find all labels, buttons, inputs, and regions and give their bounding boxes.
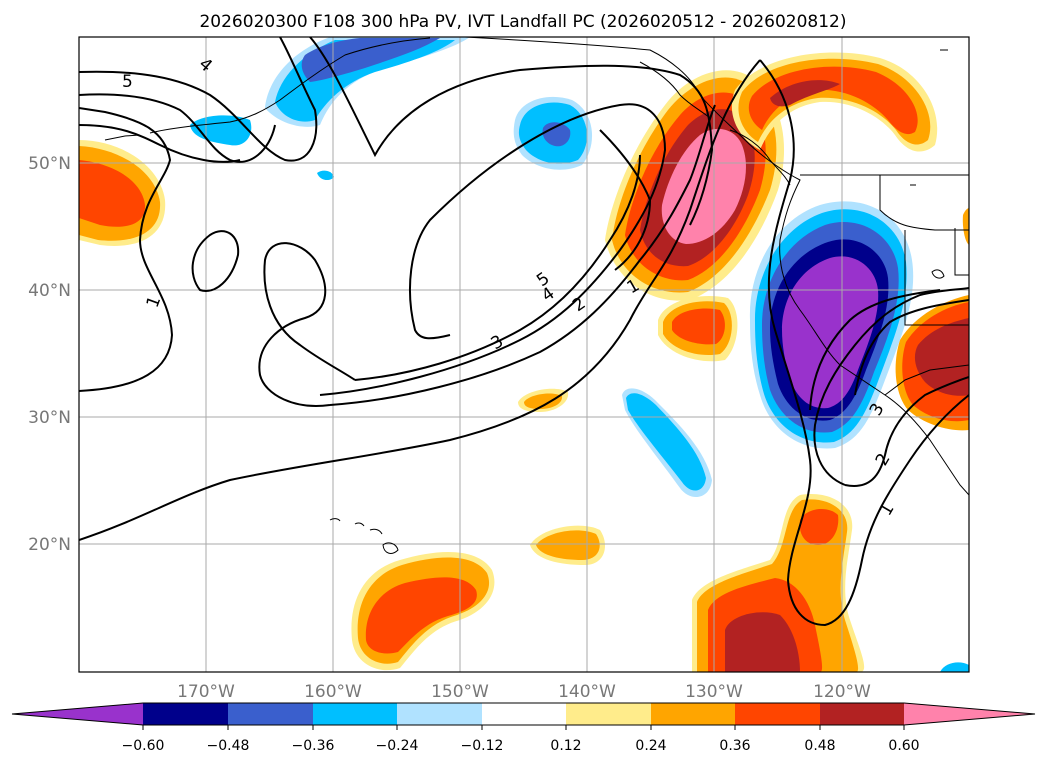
y-tick-label: 40°N (28, 281, 71, 301)
colorbar-extend-high (904, 703, 1035, 725)
pos-anomaly-offshore-036 (672, 308, 725, 345)
colorbar-bin (735, 703, 820, 725)
pos-anomaly-great-basin-048 (914, 318, 969, 396)
pos-anomaly-arc-048 (770, 80, 840, 107)
pos-anomaly-small-1-core (524, 393, 563, 409)
x-axis-labels: 170°W 160°W 150°W 140°W 130°W 120°W (177, 682, 871, 702)
neg-anomaly-north-inner (301, 38, 440, 82)
pos-anomaly-hawaii-036 (365, 577, 477, 654)
pos-anomaly-arc-036 (748, 66, 918, 135)
x-tick-label: 130°W (685, 682, 743, 702)
colorbar-bin (820, 703, 904, 725)
neg-anomaly-ca-core (782, 256, 879, 409)
coastlines (104, 37, 969, 496)
colorbar-bin (482, 703, 566, 725)
colorbar-label: −0.36 (292, 738, 335, 754)
pos-anomaly-small-2-core (536, 530, 600, 560)
colorbar-bin (651, 703, 735, 725)
islands (329, 49, 948, 554)
x-tick-label: 140°W (558, 682, 616, 702)
neg-anomaly-subtropical-core (626, 393, 706, 491)
colorbar-bin (228, 703, 313, 725)
x-tick-label: 160°W (304, 682, 362, 702)
colorbar-label: 0.36 (719, 738, 750, 754)
colorbar-label: 0.24 (635, 738, 666, 754)
neg-anomaly-small (317, 170, 334, 181)
colorbar-bin (143, 703, 228, 725)
pv-contours (79, 37, 969, 627)
colorbar-label: −0.60 (122, 738, 165, 754)
neg-anomaly-corner (940, 662, 969, 672)
colorbar-bin (566, 703, 651, 725)
contour-label: 5 (122, 72, 133, 92)
colorbar-label: 0.12 (550, 738, 581, 754)
colorbar-label: 0.48 (804, 738, 835, 754)
x-tick-label: 150°W (431, 682, 489, 702)
colorbar-bin (397, 703, 482, 725)
y-axis-labels: 50°N 40°N 30°N 20°N (28, 154, 71, 555)
colorbar-label: 0.60 (888, 738, 919, 754)
x-tick-label: 120°W (813, 682, 871, 702)
gridlines (79, 37, 969, 672)
colorbar-label: −0.12 (461, 738, 504, 754)
colorbar: −0.60 −0.48 −0.36 −0.24 −0.12 0.12 0.24 … (11, 702, 1036, 754)
pos-anomaly-south-048 (725, 612, 800, 672)
map-panel: 5 4 1 5 4 2 1 3 3 2 1 (79, 37, 969, 672)
x-tick-label: 170°W (177, 682, 235, 702)
pos-anomaly-west-inner (79, 160, 146, 227)
colorbar-label: −0.24 (376, 738, 419, 754)
pos-anomaly-edge (962, 208, 969, 245)
y-tick-label: 30°N (28, 408, 71, 428)
map-frame (78, 36, 970, 673)
y-tick-label: 50°N (28, 154, 71, 174)
y-tick-label: 20°N (28, 535, 71, 555)
neg-anomaly-goa-inner (542, 122, 571, 147)
colorbar-extend-low (12, 703, 143, 725)
colorbar-label: −0.48 (207, 738, 250, 754)
pos-anomaly-south-036b (799, 508, 839, 545)
map-title: 2026020300 F108 300 hPa PV, IVT Landfall… (199, 12, 846, 32)
colorbar-bin (313, 703, 397, 725)
